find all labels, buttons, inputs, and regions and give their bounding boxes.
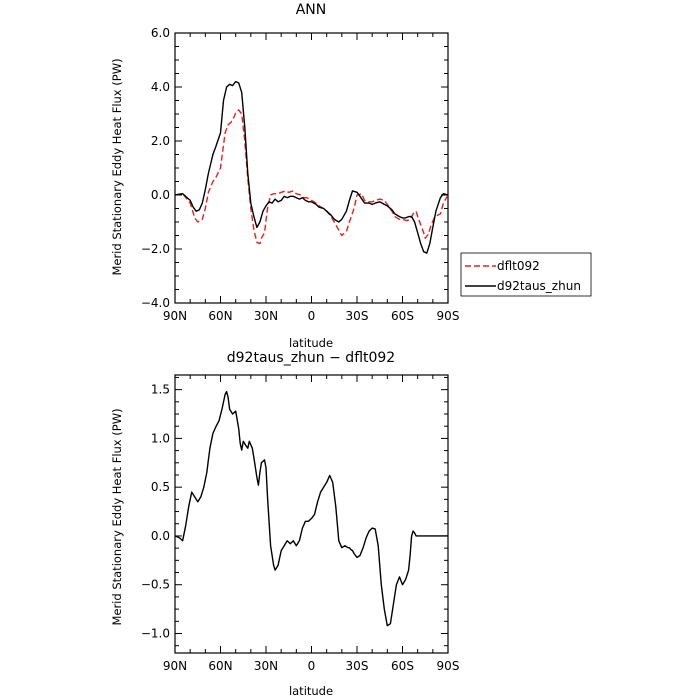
bottom-x-tick-label: 0 [308, 659, 316, 673]
top-y-tick-label: 4.0 [151, 80, 170, 94]
bottom-x-tick-label: 60S [391, 659, 414, 673]
bottom-x-tick-label: 90S [437, 659, 460, 673]
bottom-series-line-difference [174, 390, 448, 627]
bottom-y-tick-label: −0.5 [141, 578, 170, 592]
legend-box [460, 252, 592, 297]
top-chart-x-axis-label: latitude [289, 336, 333, 350]
top-y-tick-label: 6.0 [151, 26, 170, 40]
top-y-tick-label: 0.0 [151, 188, 170, 202]
bottom-x-tick-label: 60N [208, 659, 232, 673]
top-series-line-dflt092 [174, 109, 449, 245]
bottom-y-tick-label: 0.0 [151, 529, 170, 543]
top-chart-title: ANN [296, 2, 327, 18]
top-x-tick-label: 60N [208, 309, 232, 323]
top-chart-legend: dflt092 d92taus_zhun [460, 252, 592, 297]
bottom-chart-title: d92taus_zhun − dflt092 [227, 350, 395, 366]
bottom-x-tick-label: 90N [163, 659, 187, 673]
legend-label-d92taus-zhun: d92taus_zhun [497, 279, 581, 293]
bottom-x-tick-label: 30N [254, 659, 278, 673]
bottom-chart-x-axis-label: latitude [289, 684, 333, 698]
bottom-y-tick-label: 1.5 [151, 383, 170, 397]
top-chart-panel: ANN latitude Merid Stationary Eddy Heat … [110, 2, 459, 350]
top-y-tick-label: −2.0 [141, 242, 170, 256]
bottom-chart-y-axis-label: Merid Stationary Eddy Heat Flux (PW) [110, 408, 124, 625]
legend-label-dflt092: dflt092 [497, 259, 540, 273]
top-series-line-d92taus-zhun [174, 80, 449, 254]
top-x-tick-label: 60S [391, 309, 414, 323]
bottom-y-tick-label: −1.0 [141, 626, 170, 640]
top-chart-y-axis-label: Merid Stationary Eddy Heat Flux (PW) [110, 58, 124, 275]
bottom-chart-panel: d92taus_zhun − dflt092 latitude Merid St… [110, 350, 459, 698]
top-x-tick-label: 90S [437, 309, 460, 323]
top-x-tick-label: 0 [308, 309, 316, 323]
top-y-tick-label: 2.0 [151, 134, 170, 148]
top-x-tick-label: 30N [254, 309, 278, 323]
bottom-y-tick-label: 0.5 [151, 480, 170, 494]
top-y-tick-label: −4.0 [141, 296, 170, 310]
bottom-x-tick-label: 30S [346, 659, 369, 673]
top-x-tick-label: 30S [346, 309, 369, 323]
top-x-tick-label: 90N [163, 309, 187, 323]
bottom-y-tick-label: 1.0 [151, 431, 170, 445]
